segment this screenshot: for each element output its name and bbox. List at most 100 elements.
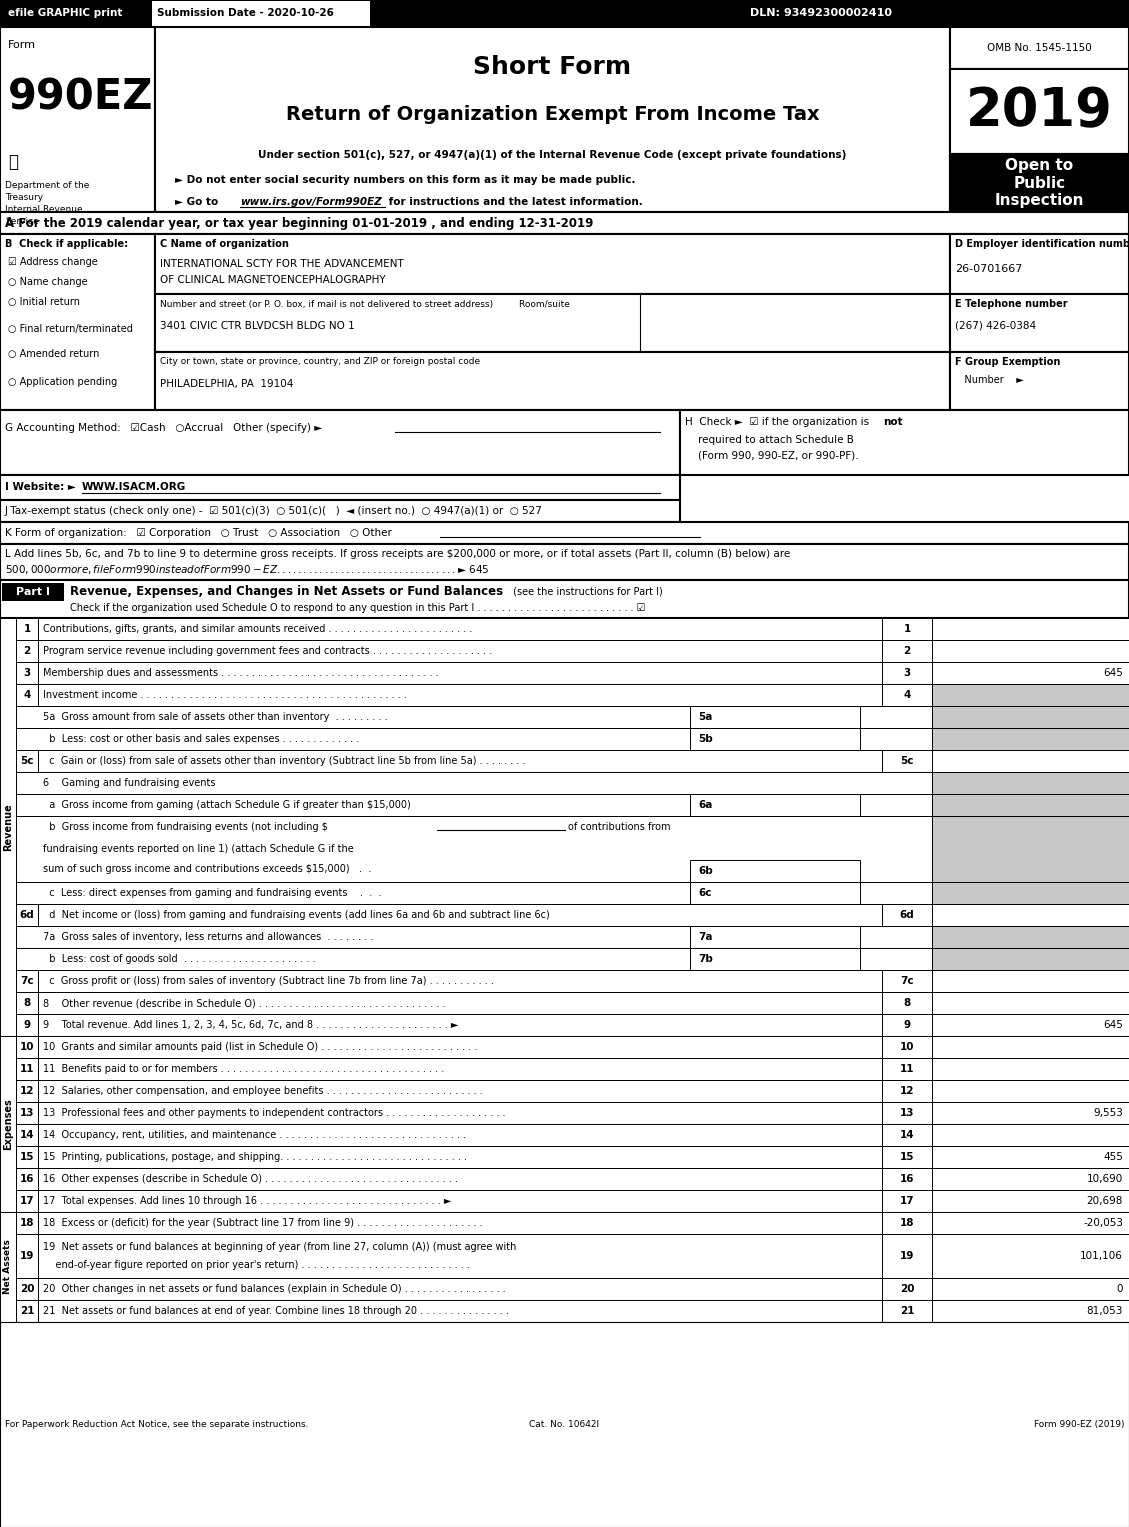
Text: For Paperwork Reduction Act Notice, see the separate instructions.: For Paperwork Reduction Act Notice, see … xyxy=(5,1420,308,1429)
Text: 7b: 7b xyxy=(698,954,712,964)
Bar xyxy=(882,750,933,773)
Text: 21  Net assets or fund balances at end of year. Combine lines 18 through 20 . . : 21 Net assets or fund balances at end of… xyxy=(43,1306,509,1316)
Bar xyxy=(16,815,1129,883)
Bar xyxy=(2,583,64,602)
Text: 8: 8 xyxy=(24,999,30,1008)
Text: 12: 12 xyxy=(19,1086,34,1096)
Text: 5c: 5c xyxy=(900,756,913,767)
Text: Net Assets: Net Assets xyxy=(3,1240,12,1295)
Bar xyxy=(690,948,860,970)
Text: 20  Other changes in net assets or fund balances (explain in Schedule O) . . . .: 20 Other changes in net assets or fund b… xyxy=(43,1284,506,1293)
Text: City or town, state or province, country, and ZIP or foreign postal code: City or town, state or province, country… xyxy=(160,357,480,366)
Text: a  Gross income from gaming (attach Schedule G if greater than $15,000): a Gross income from gaming (attach Sched… xyxy=(43,800,411,809)
Text: 4: 4 xyxy=(903,690,911,699)
Text: PHILADELPHIA, PA  19104: PHILADELPHIA, PA 19104 xyxy=(160,379,294,389)
Bar xyxy=(882,1278,933,1299)
Text: 81,053: 81,053 xyxy=(1086,1306,1123,1316)
Bar xyxy=(16,640,38,663)
Text: C Name of organization: C Name of organization xyxy=(160,240,289,249)
Text: J Tax-exempt status (check only one) -  ☑ 501(c)(3)  ○ 501(c)(   )  ◄ (insert no: J Tax-exempt status (check only one) - ☑… xyxy=(5,505,543,516)
Bar xyxy=(16,1299,38,1322)
Text: ○ Amended return: ○ Amended return xyxy=(8,350,99,359)
Text: Under section 501(c), 527, or 4947(a)(1) of the Internal Revenue Code (except pr: Under section 501(c), 527, or 4947(a)(1)… xyxy=(259,150,847,160)
Text: Form 990-EZ (2019): Form 990-EZ (2019) xyxy=(1033,1420,1124,1429)
Bar xyxy=(933,1299,1129,1322)
Text: ► Do not enter social security numbers on this form as it may be made public.: ► Do not enter social security numbers o… xyxy=(175,176,636,185)
Bar xyxy=(933,684,1129,705)
Text: (see the instructions for Part I): (see the instructions for Part I) xyxy=(510,586,663,596)
Text: F Group Exemption: F Group Exemption xyxy=(955,357,1060,366)
Text: ○ Application pending: ○ Application pending xyxy=(8,377,117,386)
Bar xyxy=(933,883,1129,904)
Bar xyxy=(0,1035,16,1212)
Text: 1: 1 xyxy=(24,625,30,634)
Bar xyxy=(933,728,1129,750)
Bar xyxy=(882,684,933,705)
Bar xyxy=(0,234,155,411)
Bar xyxy=(933,1014,1129,1035)
Bar xyxy=(0,1212,16,1322)
Bar xyxy=(933,773,1129,794)
Bar xyxy=(16,750,38,773)
Text: 7c: 7c xyxy=(900,976,913,986)
Bar xyxy=(16,750,1129,773)
Text: ○ Initial return: ○ Initial return xyxy=(8,296,80,307)
Bar xyxy=(155,234,949,295)
Bar xyxy=(882,1299,933,1322)
Bar xyxy=(933,1080,1129,1102)
Text: 1: 1 xyxy=(903,625,911,634)
Text: 16  Other expenses (describe in Schedule O) . . . . . . . . . . . . . . . . . . : 16 Other expenses (describe in Schedule … xyxy=(43,1174,458,1183)
Text: Check if the organization used Schedule O to respond to any question in this Par: Check if the organization used Schedule … xyxy=(70,603,646,612)
Text: Open to
Public
Inspection: Open to Public Inspection xyxy=(995,159,1084,208)
Bar xyxy=(949,353,1129,411)
Text: (267) 426-0384: (267) 426-0384 xyxy=(955,321,1036,331)
Bar xyxy=(16,1058,1129,1080)
Text: Revenue: Revenue xyxy=(3,803,14,851)
Text: 5a: 5a xyxy=(698,712,712,722)
Bar xyxy=(882,640,933,663)
Bar xyxy=(933,1234,1129,1278)
Text: 3: 3 xyxy=(903,667,911,678)
Text: of contributions from: of contributions from xyxy=(568,822,671,832)
Text: 9,553: 9,553 xyxy=(1093,1109,1123,1118)
Text: 7a  Gross sales of inventory, less returns and allowances  . . . . . . . .: 7a Gross sales of inventory, less return… xyxy=(43,931,374,942)
Text: 14: 14 xyxy=(19,1130,34,1141)
Text: 6a: 6a xyxy=(698,800,712,809)
Text: Revenue, Expenses, and Changes in Net Assets or Fund Balances: Revenue, Expenses, and Changes in Net As… xyxy=(70,585,504,597)
Bar xyxy=(16,705,1129,728)
Bar xyxy=(16,970,1129,993)
Text: 21: 21 xyxy=(900,1306,914,1316)
Text: 16: 16 xyxy=(19,1174,34,1183)
Bar xyxy=(16,993,38,1014)
Text: ○ Final return/terminated: ○ Final return/terminated xyxy=(8,324,133,334)
Bar xyxy=(690,883,860,904)
Text: not: not xyxy=(883,417,902,428)
Bar xyxy=(933,750,1129,773)
Text: 📎: 📎 xyxy=(8,153,18,171)
Text: Form: Form xyxy=(8,40,36,50)
Bar xyxy=(16,883,1129,904)
Text: 14  Occupancy, rent, utilities, and maintenance . . . . . . . . . . . . . . . . : 14 Occupancy, rent, utilities, and maint… xyxy=(43,1130,466,1141)
Text: Department of the: Department of the xyxy=(5,180,89,189)
Text: 455: 455 xyxy=(1103,1151,1123,1162)
Bar xyxy=(16,1190,38,1212)
Text: Number and street (or P. O. box, if mail is not delivered to street address)    : Number and street (or P. O. box, if mail… xyxy=(160,299,570,308)
Text: 13: 13 xyxy=(19,1109,34,1118)
Text: 9: 9 xyxy=(24,1020,30,1031)
Text: 645: 645 xyxy=(1103,1020,1123,1031)
Text: 13: 13 xyxy=(900,1109,914,1118)
Text: 19: 19 xyxy=(900,1251,914,1261)
Bar xyxy=(16,1278,1129,1299)
Bar xyxy=(933,1168,1129,1190)
Text: 10,690: 10,690 xyxy=(1087,1174,1123,1183)
Text: $500,000 or more, file Form 990 instead of Form 990-EZ . . . . . . . . . . . . .: $500,000 or more, file Form 990 instead … xyxy=(5,563,490,577)
Bar xyxy=(0,0,1129,27)
Text: 101,106: 101,106 xyxy=(1080,1251,1123,1261)
Bar xyxy=(882,1014,933,1035)
Text: 10  Grants and similar amounts paid (list in Schedule O) . . . . . . . . . . . .: 10 Grants and similar amounts paid (list… xyxy=(43,1041,478,1052)
Text: c  Less: direct expenses from gaming and fundraising events    .  .  .: c Less: direct expenses from gaming and … xyxy=(43,889,382,898)
Bar xyxy=(949,69,1129,154)
Bar xyxy=(949,154,1129,212)
Text: (Form 990, 990-EZ, or 990-PF).: (Form 990, 990-EZ, or 990-PF). xyxy=(685,450,859,461)
Text: ☑ Address change: ☑ Address change xyxy=(8,257,98,267)
